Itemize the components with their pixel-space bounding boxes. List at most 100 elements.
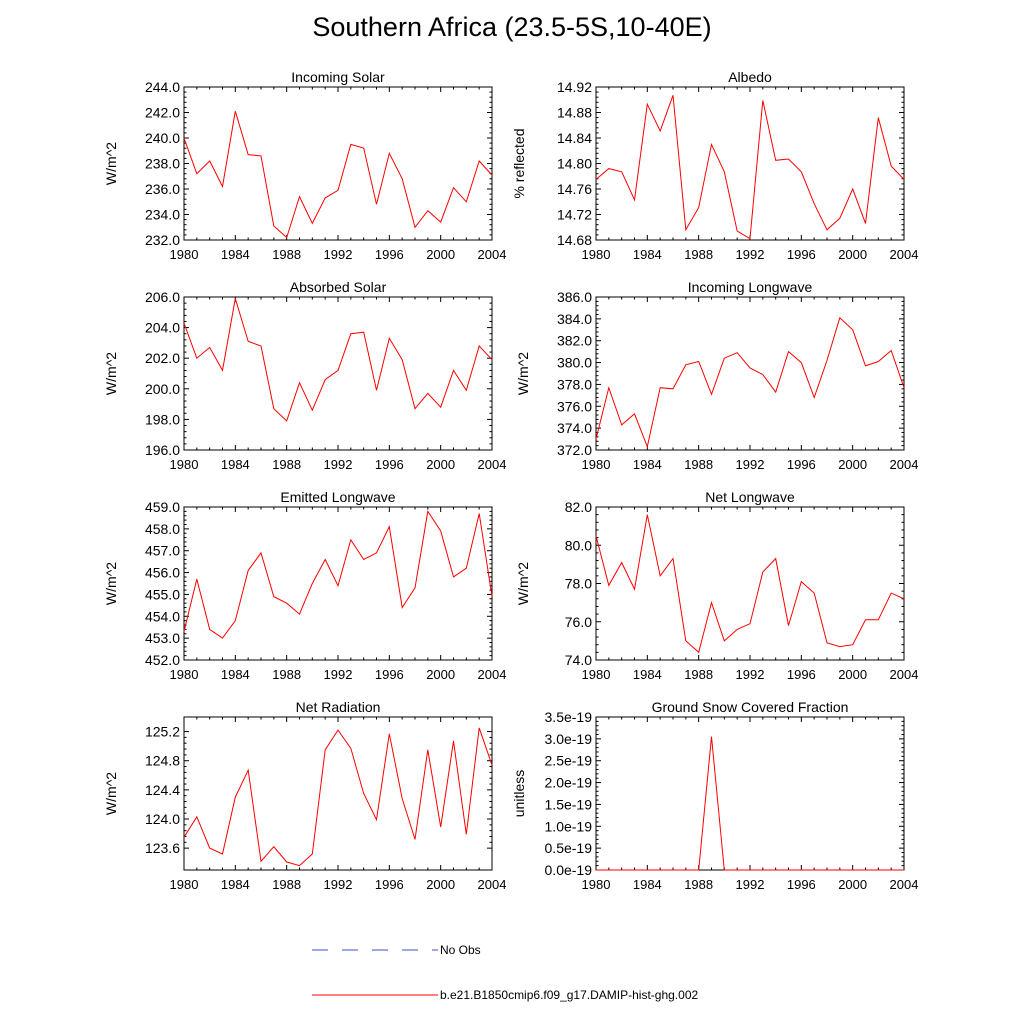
x-tick-label: 1996 (375, 247, 404, 262)
x-tick-label: 1996 (787, 247, 816, 262)
model-series-line (596, 736, 904, 871)
x-tick-label: 2000 (426, 457, 455, 472)
y-tick-label: 123.6 (145, 840, 180, 856)
y-tick-label: 14.76 (557, 181, 592, 197)
y-tick-label: 244.0 (145, 79, 180, 95)
y-tick-label: 454.0 (145, 608, 180, 624)
x-tick-label: 2004 (478, 667, 507, 682)
y-axis-label: W/m^2 (103, 352, 119, 395)
y-tick-label: 456.0 (145, 565, 180, 581)
panel-title: Incoming Solar (291, 69, 385, 85)
chart-panel-8: Ground Snow Covered Fraction unitless 1980… (511, 699, 918, 892)
x-tick-label: 1996 (787, 457, 816, 472)
chart-panel-7: Net Radiation W/m^2 1980 1984 1988 1992 1996 20… (103, 699, 506, 892)
y-tick-label: 376.0 (557, 398, 592, 414)
y-tick-label: 459.0 (145, 499, 180, 515)
x-tick-label: 2004 (890, 877, 919, 892)
y-tick-label: 3.0e-19 (545, 731, 593, 747)
y-tick-label: 206.0 (145, 289, 180, 305)
x-tick-label: 1988 (272, 457, 301, 472)
y-tick-label: 378.0 (557, 376, 592, 392)
y-tick-label: 234.0 (145, 207, 180, 223)
x-tick-label: 2000 (426, 247, 455, 262)
model-series-line (183, 111, 493, 239)
y-tick-label: 374.0 (557, 420, 592, 436)
x-tick-label: 1992 (324, 247, 353, 262)
x-tick-label: 1992 (736, 247, 765, 262)
y-tick-label: 204.0 (145, 320, 180, 336)
model-series-line (183, 510, 493, 639)
y-tick-label: 14.72 (557, 207, 592, 223)
plot-frame (595, 716, 905, 871)
y-tick-label: 458.0 (145, 521, 180, 537)
x-tick-label: 1980 (170, 457, 199, 472)
x-tick-label: 1996 (787, 877, 816, 892)
y-axis-label: W/m^2 (103, 562, 119, 605)
x-tick-label: 1980 (582, 457, 611, 472)
x-tick-label: 1996 (375, 667, 404, 682)
y-tick-label: 82.0 (565, 499, 592, 515)
x-tick-label: 2000 (426, 877, 455, 892)
y-tick-label: 452.0 (145, 652, 180, 668)
x-tick-label: 1980 (170, 667, 199, 682)
y-axis-label: unitless (511, 770, 527, 817)
y-tick-label: 124.4 (145, 782, 180, 798)
chart-panel-4: Incoming Longwave W/m^2 1980 1984 1988 1992 19… (515, 279, 918, 472)
y-tick-label: 1.5e-19 (545, 796, 593, 812)
x-tick-label: 1996 (375, 877, 404, 892)
model-series-line (595, 95, 905, 240)
y-tick-label: 125.2 (145, 724, 180, 740)
x-tick-label: 1984 (633, 877, 662, 892)
panel-title: Emitted Longwave (280, 489, 395, 505)
y-tick-label: 14.84 (557, 130, 592, 146)
x-tick-label: 2004 (890, 247, 919, 262)
x-tick-label: 1984 (221, 667, 250, 682)
chart-panel-5: Emitted Longwave W/m^2 1980 1984 1988 1992 199… (103, 489, 506, 682)
legend-model-line (312, 994, 438, 996)
x-tick-label: 1992 (324, 457, 353, 472)
x-tick-label: 1980 (170, 877, 199, 892)
y-tick-label: 238.0 (145, 156, 180, 172)
plot-frame (183, 506, 493, 661)
x-tick-label: 1988 (684, 247, 713, 262)
panel-title: Net Radiation (296, 699, 381, 715)
y-tick-label: 2.0e-19 (545, 775, 593, 791)
x-tick-label: 1980 (582, 667, 611, 682)
x-tick-label: 1984 (221, 457, 250, 472)
y-tick-label: 232.0 (145, 232, 180, 248)
x-tick-label: 2004 (890, 457, 919, 472)
y-tick-label: 124.0 (145, 811, 180, 827)
x-tick-label: 1992 (324, 667, 353, 682)
y-tick-label: 0.5e-19 (545, 840, 593, 856)
x-tick-label: 2004 (478, 247, 507, 262)
x-tick-label: 1984 (633, 247, 662, 262)
y-tick-label: 455.0 (145, 586, 180, 602)
y-tick-label: 384.0 (557, 311, 592, 327)
plot-frame (595, 296, 905, 451)
y-tick-label: 14.80 (557, 156, 592, 172)
y-tick-label: 240.0 (145, 130, 180, 146)
panel-title: Albedo (728, 69, 772, 85)
y-tick-label: 76.0 (565, 614, 592, 630)
panel-title: Ground Snow Covered Fraction (652, 699, 849, 715)
y-axis-label: W/m^2 (103, 142, 119, 185)
model-series-line (183, 727, 493, 867)
legend-obs-label: No Obs (440, 943, 481, 957)
x-tick-label: 1984 (633, 667, 662, 682)
y-tick-label: 382.0 (557, 333, 592, 349)
x-tick-label: 1992 (736, 667, 765, 682)
model-series-line (183, 298, 493, 422)
y-tick-label: 2.5e-19 (545, 753, 593, 769)
y-axis-label: W/m^2 (515, 352, 531, 395)
x-tick-label: 2000 (426, 667, 455, 682)
y-axis-label: W/m^2 (103, 772, 119, 815)
plot-frame (183, 296, 493, 451)
x-tick-label: 2000 (838, 667, 867, 682)
x-tick-label: 2000 (838, 457, 867, 472)
x-tick-label: 1984 (633, 457, 662, 472)
y-tick-label: 242.0 (145, 105, 180, 121)
plot-frame (595, 86, 905, 241)
y-tick-label: 202.0 (145, 350, 180, 366)
x-tick-label: 1980 (170, 247, 199, 262)
x-tick-label: 2000 (838, 877, 867, 892)
